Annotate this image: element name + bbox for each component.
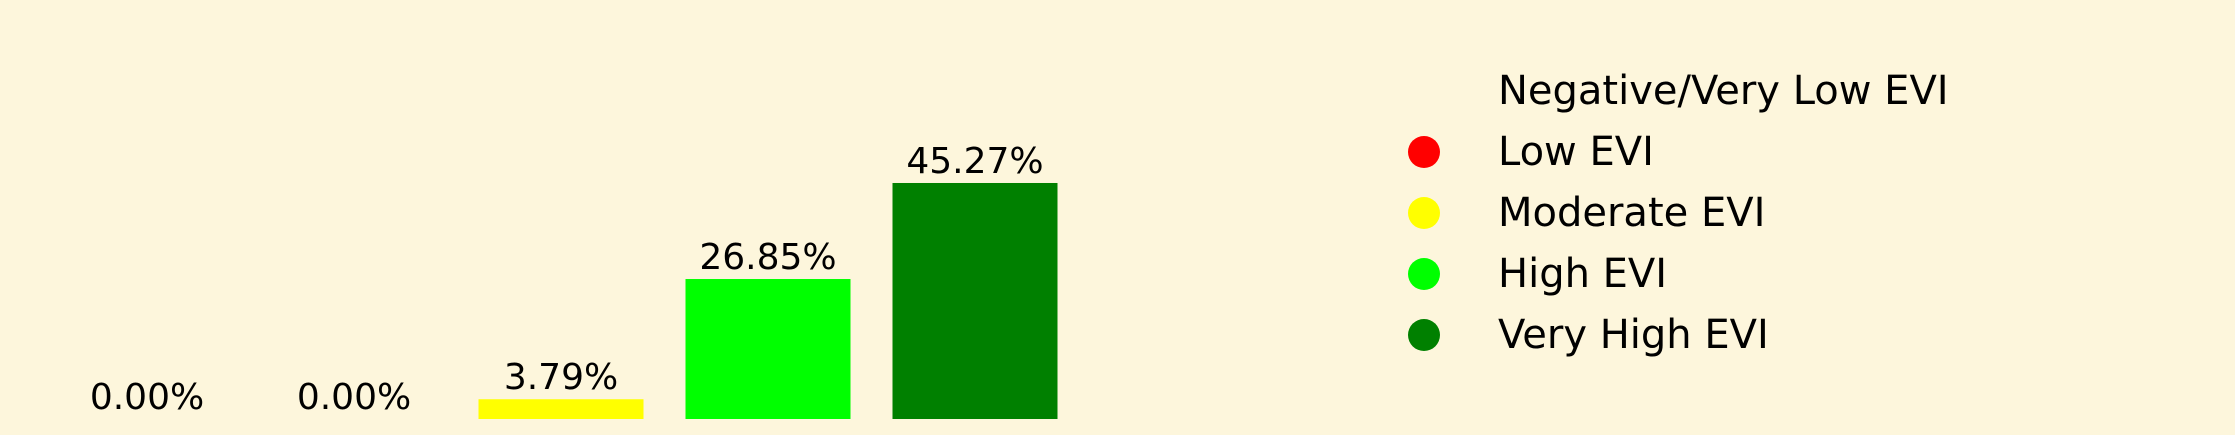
legend-swatch-high bbox=[1408, 257, 1440, 290]
legend-item-negative-very-low: Negative/Very Low EVI bbox=[1390, 60, 2210, 121]
evi-bar-chart: 0.00% 0.00% 3.79% 26.85% 45.27% bbox=[90, 141, 1058, 419]
bar-moderate-evi bbox=[478, 399, 644, 419]
legend-item-moderate: Moderate EVI bbox=[1390, 182, 2210, 243]
legend-item-very-high: Very High EVI bbox=[1390, 304, 2210, 365]
data-label-high-evi: 26.85% bbox=[699, 237, 836, 278]
data-label-very-high-evi: 45.27% bbox=[906, 141, 1043, 182]
legend-label-moderate: Moderate EVI bbox=[1498, 189, 1766, 236]
legend-swatch-very-high bbox=[1408, 318, 1440, 351]
legend-swatch-negative-very-low bbox=[1408, 74, 1440, 107]
legend-label-negative-very-low: Negative/Very Low EVI bbox=[1498, 67, 1949, 114]
legend-item-high: High EVI bbox=[1390, 243, 2210, 304]
legend-label-high: High EVI bbox=[1498, 250, 1668, 297]
bars-group bbox=[478, 182, 1058, 419]
data-label-low-evi: 0.00% bbox=[297, 377, 411, 418]
data-label-moderate-evi: 3.79% bbox=[504, 357, 618, 398]
legend: Negative/Very Low EVI Low EVI Moderate E… bbox=[1390, 60, 2210, 365]
bar-high-evi bbox=[685, 279, 851, 419]
legend-swatch-low bbox=[1408, 135, 1440, 168]
legend-label-low: Low EVI bbox=[1498, 128, 1654, 175]
data-labels-group: 0.00% 0.00% 3.79% 26.85% 45.27% bbox=[90, 141, 1044, 418]
bar-very-high-evi bbox=[892, 182, 1058, 419]
legend-swatch-moderate bbox=[1408, 196, 1440, 229]
legend-label-very-high: Very High EVI bbox=[1498, 311, 1769, 358]
legend-item-low: Low EVI bbox=[1390, 121, 2210, 182]
data-label-negative-very-low-evi: 0.00% bbox=[90, 377, 204, 418]
